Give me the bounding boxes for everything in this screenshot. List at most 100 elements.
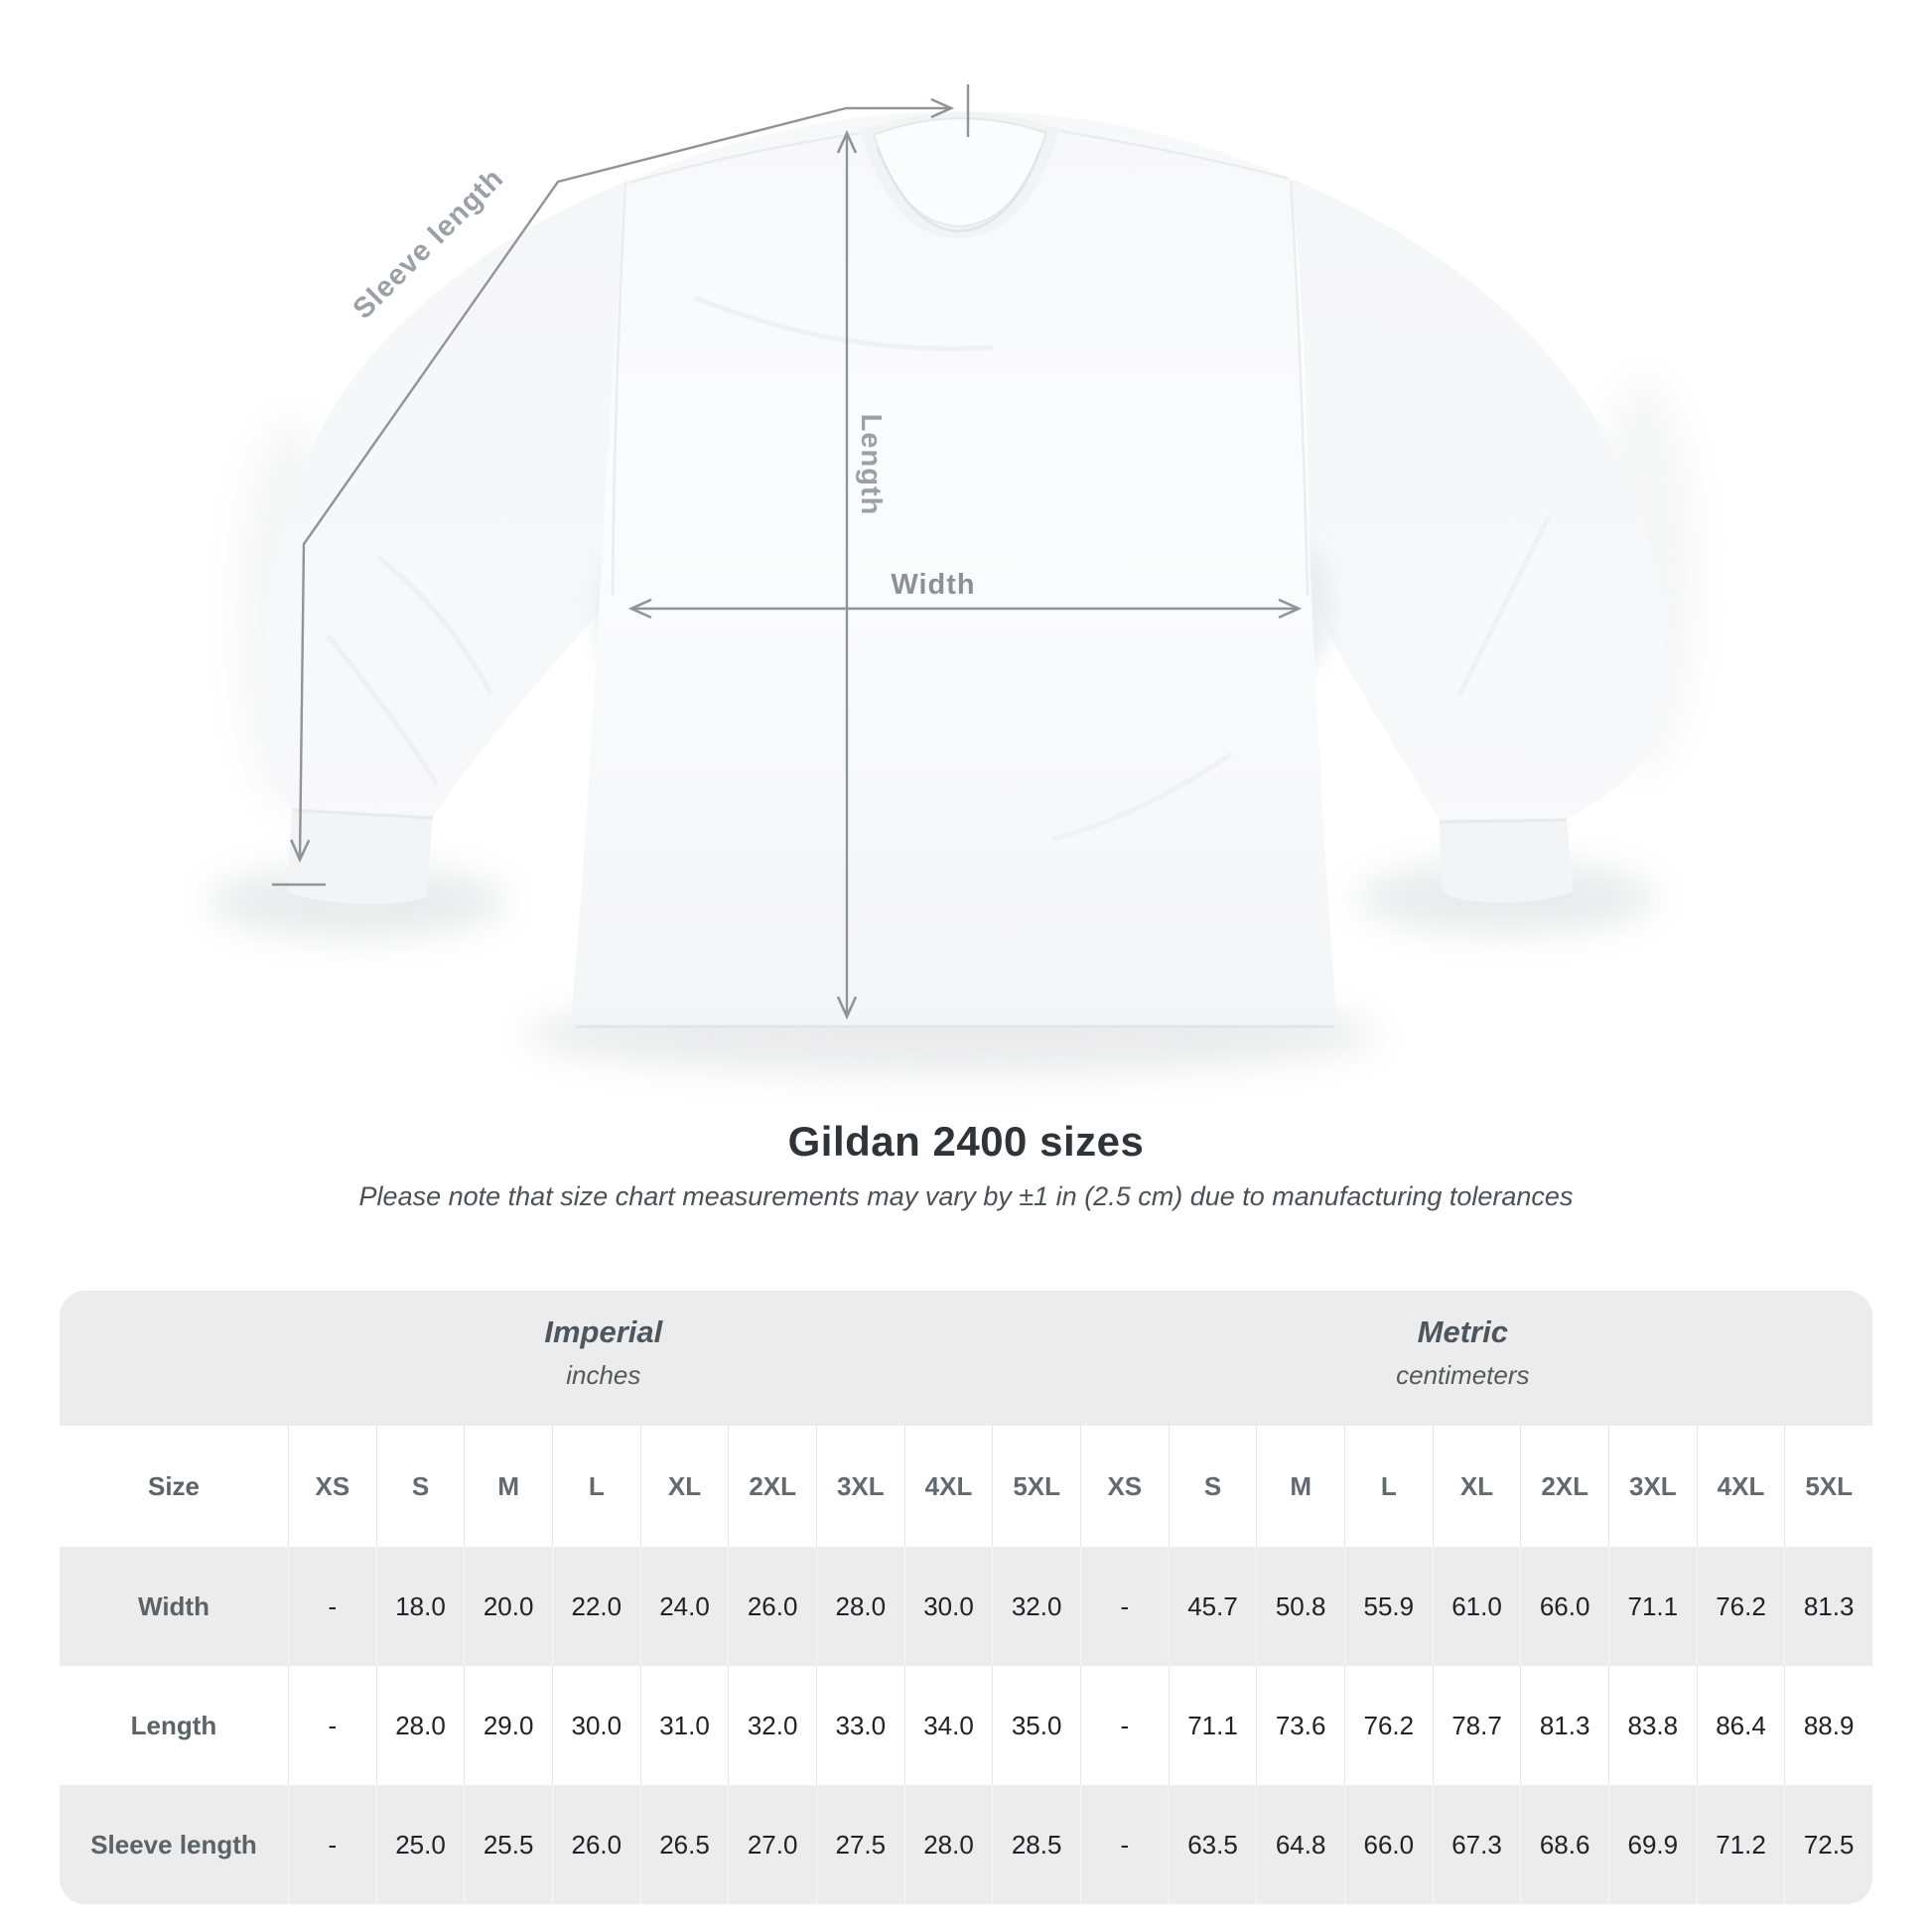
imperial-value-cell: 31.0 [639,1666,729,1785]
metric-unit: centimeters [1396,1360,1530,1390]
measurement-row-label: Sleeve length [90,1829,257,1860]
metric-value-cell: 81.3 [1520,1666,1608,1785]
metric-value-cell: 83.8 [1607,1666,1697,1785]
imperial-value-cell: - [288,1547,376,1666]
metric-value-cell: 76.2 [1343,1666,1433,1785]
metric-size-col-header: 3XL [1607,1426,1697,1547]
shirt-folds [326,295,1552,842]
metric-size-col-header: XL [1432,1426,1521,1547]
metric-size-col-header: L [1343,1426,1433,1547]
imperial-value-cell: 25.5 [464,1785,552,1904]
imperial-size-col-header: XS [288,1426,376,1547]
metric-value-cell: 71.2 [1696,1785,1785,1904]
length-label: Length [855,414,887,516]
tolerance-note: Please note that size chart measurements… [358,1181,1574,1211]
imperial-size-col-header: 4XL [903,1426,993,1547]
metric-value-cell: 63.5 [1168,1785,1257,1904]
imperial-size-col-header: M [464,1426,552,1547]
metric-value-cell: 81.3 [1784,1547,1872,1666]
imperial-value-cell: 28.0 [815,1547,904,1666]
measurement-row-label: Length [130,1710,217,1740]
imperial-value-cell: 25.0 [375,1785,465,1904]
sleeve-length-line [290,106,847,864]
page-title: Gildan 2400 sizes [787,1118,1145,1165]
metric-label: Metric [1417,1314,1508,1349]
imperial-size-col-header: XL [639,1426,729,1547]
metric-value-cell: 88.9 [1784,1666,1872,1785]
imperial-value-cell: 34.0 [903,1666,993,1785]
metric-value-cell: 55.9 [1343,1547,1433,1666]
metric-size-col-header: XS [1079,1426,1169,1547]
metric-value-cell: 69.9 [1607,1785,1697,1904]
metric-value-cell: 61.0 [1432,1547,1521,1666]
imperial-value-cell: 18.0 [375,1547,465,1666]
measurement-row: Width -18.0 20.0 22.0 24.0 26.0 28.0 30.0 32.0-4… [60,1547,1872,1666]
imperial-value-cell: 33.0 [815,1666,904,1785]
shirt-measurement-diagram: Sleeve length Length Width [208,84,1698,1074]
left-cuff [287,808,434,904]
shirt-right-sleeve [1291,179,1666,903]
imperial-unit-group: Imperial inches [544,1314,662,1391]
imperial-value-cell: 32.0 [992,1547,1080,1666]
imperial-value-cell: 30.0 [903,1547,993,1666]
measurement-lines [272,84,1303,1021]
imperial-label: Imperial [544,1314,663,1349]
measurement-row-label: Width [138,1590,209,1621]
metric-size-col-header: S [1168,1426,1257,1547]
imperial-size-col-header: L [551,1426,640,1547]
imperial-value-cell: - [288,1785,376,1904]
metric-value-cell: 71.1 [1168,1666,1257,1785]
metric-value-cell: 66.0 [1520,1547,1608,1666]
imperial-value-cell: 28.0 [375,1666,465,1785]
imperial-value-cell: 27.0 [728,1785,816,1904]
imperial-value-cell: 26.5 [639,1785,729,1904]
imperial-value-cell: 29.0 [464,1666,552,1785]
metric-value-cell: 50.8 [1256,1547,1344,1666]
metric-value-cell: 78.7 [1432,1666,1521,1785]
size-corner-label: Size [147,1470,201,1501]
imperial-value-cell: 20.0 [464,1547,552,1666]
width-label: Width [891,569,975,601]
metric-value-cell: - [1079,1785,1169,1904]
imperial-size-col-header: S [375,1426,465,1547]
imperial-unit: inches [566,1360,641,1390]
metric-value-cell: - [1079,1666,1169,1785]
metric-value-cell: 67.3 [1432,1785,1521,1904]
imperial-value-cell: 27.5 [815,1785,904,1904]
imperial-value-cell: 35.0 [992,1666,1080,1785]
metric-size-col-header: M [1256,1426,1344,1547]
size-table: Imperial inches Metric centimeters Size X… [60,1291,1872,1904]
metric-value-cell: 45.7 [1168,1547,1257,1666]
metric-size-col-header: 4XL [1696,1426,1785,1547]
metric-value-cell: 76.2 [1696,1547,1785,1666]
metric-size-col-header: 5XL [1784,1426,1872,1547]
metric-unit-group: Metric centimeters [1396,1314,1529,1391]
imperial-value-cell: 30.0 [551,1666,640,1785]
imperial-value-cell: 26.0 [728,1547,816,1666]
measurement-row: Sleeve length -25.0 25.5 26.0 26.5 27.0 27.5 28… [60,1785,1872,1904]
metric-value-cell: 68.6 [1520,1785,1608,1904]
shirt-seams [611,129,1310,597]
imperial-value-cell: 26.0 [551,1785,640,1904]
heading-block: Gildan 2400 sizes Please note that size … [0,1118,1932,1212]
shirt-body [571,111,1337,1027]
imperial-value-cell: 28.0 [903,1785,993,1904]
imperial-value-cell: 22.0 [551,1547,640,1666]
imperial-value-cell: 28.5 [992,1785,1080,1904]
shirt-diagram-svg: Sleeve length Length Width [208,84,1698,1074]
metric-value-cell: 72.5 [1784,1785,1872,1904]
imperial-size-col-header: 3XL [815,1426,904,1547]
shirt-collar [860,111,1060,238]
imperial-size-col-header: 5XL [992,1426,1080,1547]
measurement-row: Length -28.0 29.0 30.0 31.0 32.0 33.0 34.0 35.0-… [60,1666,1872,1785]
metric-size-col-header: 2XL [1520,1426,1608,1547]
size-header-row: Size XS S M L XL 2XL 3XL 4XL 5XL XS S M L XL 2XL 3XL 4XL 5… [60,1426,1872,1547]
metric-value-cell: 66.0 [1343,1785,1433,1904]
right-cuff [1439,818,1573,903]
metric-value-cell: 73.6 [1256,1666,1344,1785]
imperial-size-col-header: 2XL [728,1426,816,1547]
imperial-value-cell: 32.0 [728,1666,816,1785]
size-table-grid: Size XS S M L XL 2XL 3XL 4XL 5XL XS S M L XL 2XL 3XL 4XL 5… [60,1426,1872,1904]
units-band: Imperial inches Metric centimeters [60,1291,1872,1426]
